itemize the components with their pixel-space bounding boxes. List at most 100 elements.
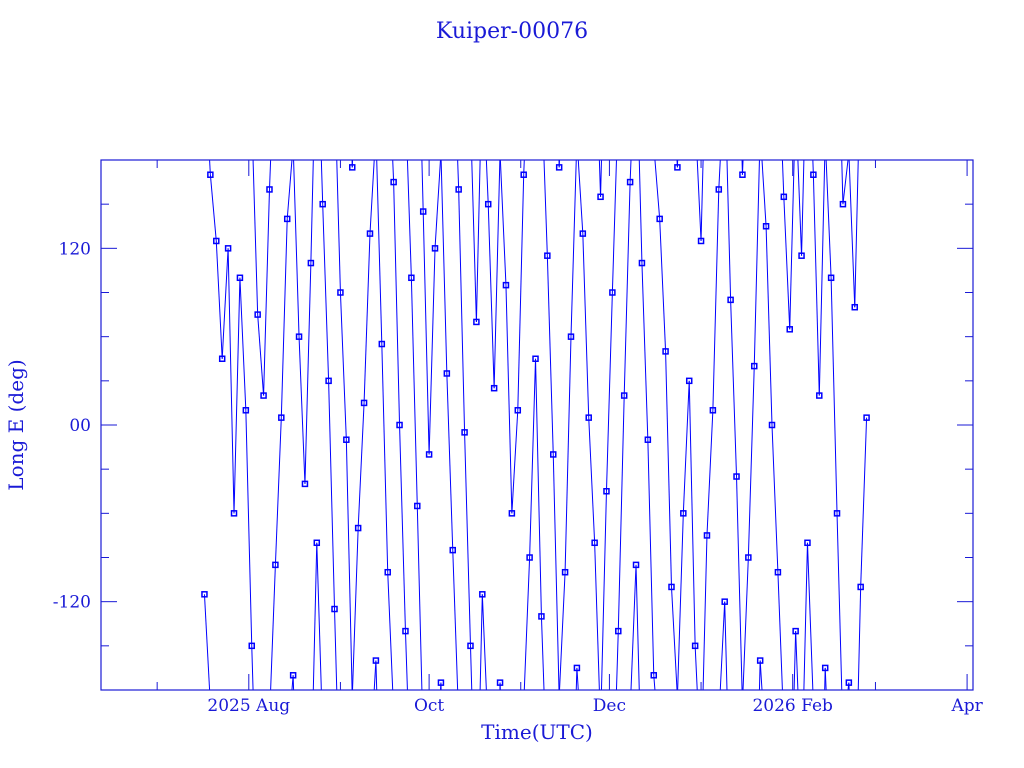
data-point — [697, 237, 705, 245]
data-point — [626, 178, 634, 186]
data-point — [242, 407, 250, 414]
series-line-segment — [659, 218, 667, 352]
data-point — [366, 230, 374, 237]
series-line-segment — [452, 550, 459, 690]
data-point — [484, 200, 492, 208]
data-point — [266, 186, 273, 193]
data-point — [218, 355, 226, 362]
series-line-segment — [629, 160, 632, 183]
series-line-segment — [718, 160, 721, 190]
series-line-segment — [257, 314, 265, 396]
data-point — [272, 561, 279, 569]
data-point — [301, 480, 309, 488]
data-point — [792, 627, 799, 635]
data-point — [567, 333, 575, 340]
series-line-segment — [818, 160, 826, 396]
series-line-segment — [298, 336, 306, 484]
series-line-segment — [221, 248, 229, 359]
series-line-segment — [582, 233, 590, 418]
data-point — [615, 627, 622, 635]
series-line-segment — [801, 160, 805, 256]
series-line-segment — [312, 542, 318, 690]
data-point — [295, 333, 303, 340]
data-point — [827, 274, 835, 282]
series-line-segment — [724, 601, 728, 690]
series-line-segment — [570, 160, 577, 337]
data-point — [573, 664, 581, 672]
series-line-segment — [280, 218, 288, 418]
data-point — [857, 583, 864, 591]
series-line-segment — [623, 182, 631, 396]
series-line-segment — [471, 160, 477, 322]
data-point — [414, 502, 421, 510]
series-line-segment — [797, 160, 803, 256]
data-point — [201, 591, 208, 598]
series-line-segment — [406, 160, 412, 278]
data-point — [496, 679, 504, 686]
series-line-segment — [233, 277, 241, 514]
series-line-segment — [615, 631, 619, 690]
series-line-segment — [793, 631, 797, 690]
data-point — [555, 164, 563, 171]
series-line-segment — [458, 189, 466, 433]
data-point — [703, 532, 711, 539]
series-line-segment — [860, 417, 868, 587]
series-line-segment — [345, 439, 353, 690]
series-line-segment — [761, 160, 767, 227]
data-point — [278, 414, 285, 421]
series-line-segment — [706, 410, 714, 536]
series-line-segment — [702, 535, 708, 690]
data-point — [745, 554, 752, 561]
series-line-segment — [529, 358, 537, 558]
data-point — [431, 245, 439, 252]
data-point — [674, 164, 681, 171]
series-line-segment — [546, 255, 554, 455]
series-line-segment — [647, 439, 655, 676]
series-line-segment — [469, 645, 473, 690]
series-line-segment — [239, 277, 247, 411]
series-line-segment — [270, 564, 276, 690]
series-line-segment — [803, 542, 808, 690]
data-point — [680, 510, 687, 517]
data-point — [656, 215, 663, 223]
series-line-segment — [848, 160, 856, 308]
series-line-segment — [576, 667, 579, 690]
series-line-segment — [475, 160, 481, 322]
series-line-segment — [588, 417, 596, 543]
series-line-segment — [700, 160, 704, 241]
data-point — [313, 539, 321, 547]
series-line-segment — [783, 196, 791, 330]
data-point — [360, 399, 368, 407]
series-line-segment — [611, 160, 617, 293]
series-line-segment — [357, 402, 365, 529]
series-group — [201, 160, 870, 690]
data-point — [603, 488, 610, 495]
data-point — [437, 679, 445, 686]
series-line-segment — [381, 344, 389, 573]
series-line-segment — [393, 182, 401, 426]
series-line-segment — [670, 586, 678, 690]
data-point — [467, 642, 474, 650]
series-line-segment — [268, 160, 272, 190]
data-point — [709, 407, 717, 414]
series-line-segment — [825, 160, 832, 278]
data-point — [337, 289, 344, 296]
series-line-segment — [696, 160, 702, 241]
series-line-segment — [203, 594, 211, 690]
series-line-segment — [404, 631, 408, 690]
data-point — [408, 274, 415, 282]
series-line-segment — [416, 505, 423, 690]
series-line-segment — [742, 557, 749, 690]
data-point — [396, 421, 403, 429]
data-point — [402, 627, 409, 635]
data-point — [780, 193, 788, 201]
series-line-segment — [485, 160, 489, 205]
series-line-segment — [854, 160, 859, 308]
data-point — [650, 672, 658, 679]
series-line-segment — [487, 204, 495, 389]
series-line-segment — [369, 160, 375, 234]
data-point — [502, 281, 510, 289]
series-line-segment — [399, 424, 406, 632]
series-line-segment — [600, 491, 607, 690]
x-tick-label: 2025 Aug — [207, 696, 290, 716]
